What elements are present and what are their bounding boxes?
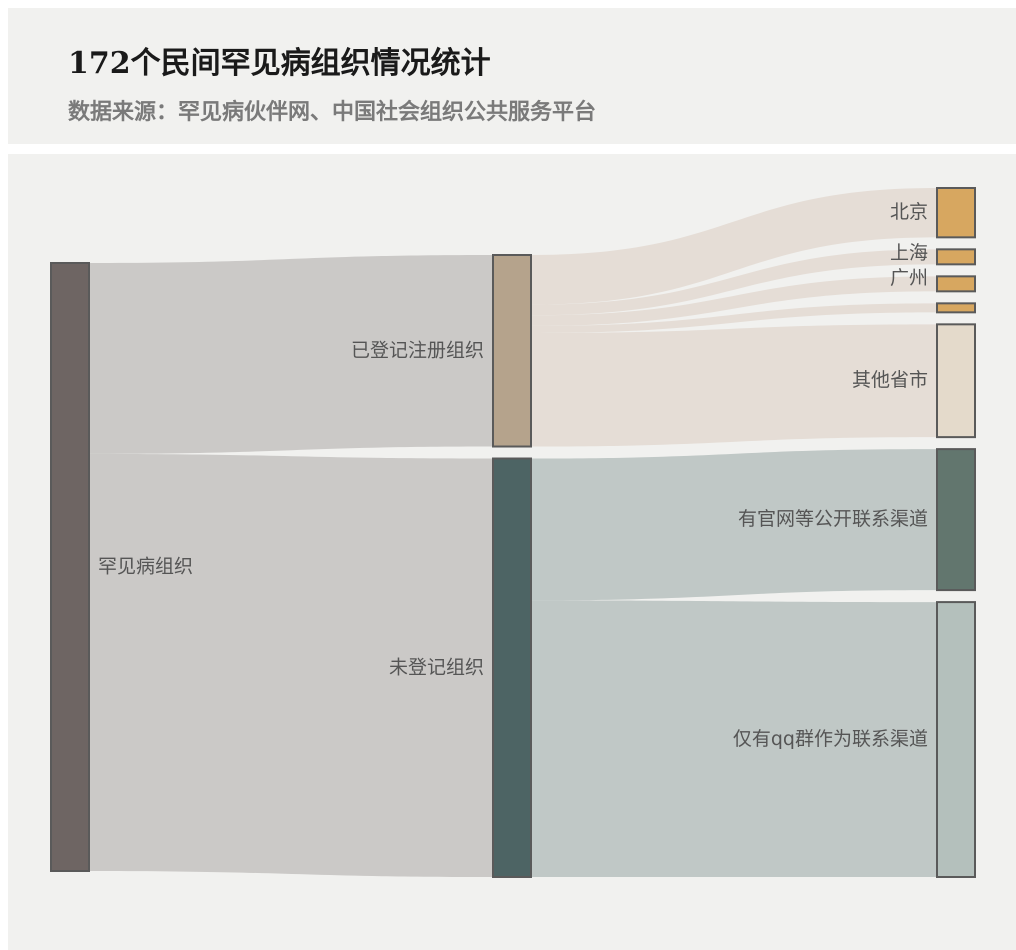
sankey-link-root-unregistered — [90, 453, 492, 877]
sankey-label-unregistered: 未登记组织 — [389, 656, 484, 678]
sankey-label-website: 有官网等公开联系渠道 — [738, 508, 928, 530]
sankey-label-shanghai: 上海 — [890, 242, 928, 264]
sankey-node-registered — [492, 254, 532, 448]
sankey-node-shanghai — [936, 248, 976, 266]
sankey-label-qq: 仅有qq群作为联系渠道 — [733, 728, 928, 750]
sankey-link-unregistered-website — [532, 449, 936, 601]
sankey-node-other — [936, 323, 976, 439]
sankey-node-root — [50, 262, 90, 872]
chart-panel: 罕见病组织 已登记注册组织未登记组织 北京上海广州其他省市有官网等公开联系渠道 仅有q… — [8, 154, 1016, 950]
chart-header: 172个民间罕见病组织情况统计 数据来源：罕见病伙伴网、中国社会组织公共服务平台 — [8, 8, 1016, 144]
sankey-link-registered-other — [532, 324, 936, 447]
sankey-label-root: 罕见病组织 — [98, 556, 193, 578]
sankey-link-registered-shanghai — [532, 249, 936, 316]
sankey-nodes — [50, 187, 976, 878]
chart-title: 172个民间罕见病组织情况统计 — [68, 46, 491, 81]
sankey-link-registered-unlabeled_city — [532, 303, 936, 334]
sankey-links — [90, 188, 936, 877]
sankey-label-other: 其他省市 — [852, 369, 928, 391]
sankey-link-registered-beijing — [532, 188, 936, 305]
chart-subtitle: 数据来源：罕见病伙伴网、中国社会组织公共服务平台 — [68, 100, 597, 125]
sankey-label-beijing: 北京 — [890, 201, 928, 223]
sankey-link-registered-guangzhou — [532, 276, 936, 326]
sankey-node-guangzhou — [936, 275, 976, 293]
sankey-node-unregistered — [492, 457, 532, 878]
sankey-node-website — [936, 448, 976, 592]
sankey-link-root-registered — [90, 255, 492, 454]
sankey-node-qq — [936, 601, 976, 878]
sankey-node-beijing — [936, 187, 976, 239]
sankey-node-unlabeled_city — [936, 302, 976, 314]
sankey-link-unregistered-qq — [532, 600, 936, 877]
sankey-label-guangzhou: 广州 — [890, 267, 928, 289]
sankey-label-registered: 已登记注册组织 — [351, 339, 484, 361]
